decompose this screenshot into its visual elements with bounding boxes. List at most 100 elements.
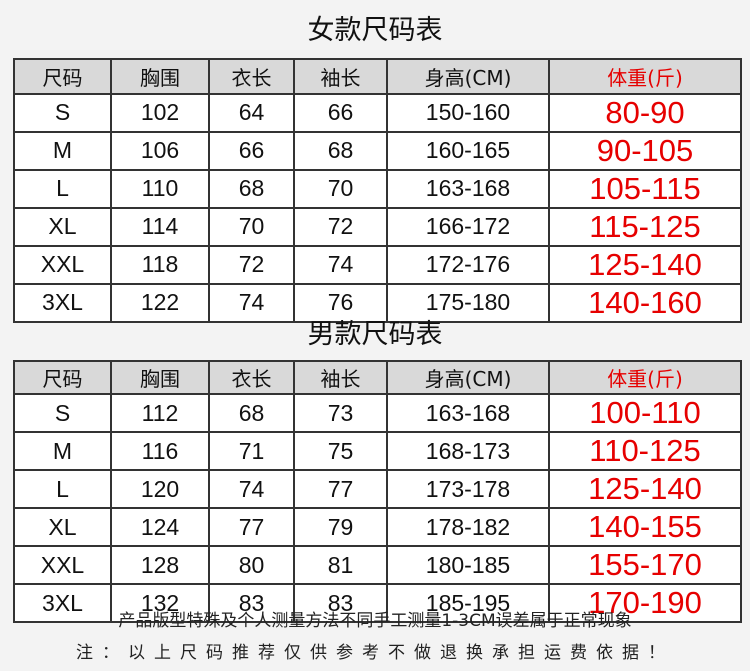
table-cell: 124 [110,507,210,547]
table-cell: 70 [208,206,295,247]
column-header: 袖长 [293,58,388,95]
table-cell: 66 [293,92,388,133]
table-cell: 77 [208,507,295,547]
table-cell: 140-160 [548,282,742,323]
table-cell: L [13,168,112,209]
table-cell: S [13,92,112,133]
table-cell: 79 [293,507,388,547]
table-cell: 128 [110,545,210,585]
table-cell: 83 [293,583,388,623]
column-header: 体重(斤) [548,360,742,395]
table-row: XXL 128 80 81 180-185 155-170 [13,545,742,585]
table-row: 3XL 132 83 83 185-195 170-190 [13,583,742,623]
table-cell: 178-182 [386,507,550,547]
table-cell: XL [13,507,112,547]
column-header: 尺码 [13,360,112,395]
table-cell: 110 [110,168,210,209]
table-row: M 106 66 68 160-165 90-105 [13,130,742,171]
table-cell: 74 [208,282,295,323]
table-cell: 163-168 [386,393,550,433]
table-row: M 116 71 75 168-173 110-125 [13,431,742,471]
table-cell: 100-110 [548,393,742,433]
table-cell: 72 [293,206,388,247]
table-cell: 116 [110,431,210,471]
table-cell: 71 [208,431,295,471]
table-cell: 81 [293,545,388,585]
table-cell: 74 [293,244,388,285]
table-cell: XXL [13,244,112,285]
column-header: 袖长 [293,360,388,395]
disclaimer-note: 注：以上尺码推荐仅供参考不做退换承担运费依据！ [76,643,674,663]
table-row: XXL 118 72 74 172-176 125-140 [13,244,742,285]
table-row: 3XL 122 74 76 175-180 140-160 [13,282,742,323]
measurement-note: 产品版型特殊及个人测量方法不同手工测量1-3CM误差属于正常现象 [118,611,632,631]
table-cell: 170-190 [548,583,742,623]
table-cell: 3XL [13,583,112,623]
table-cell: 70 [293,168,388,209]
women-size-chart-title: 女款尺码表 [307,15,443,46]
table-cell: 90-105 [548,130,742,171]
header-row: 尺码 胸围 衣长 袖长 身高(CM) 体重(斤) [13,360,742,395]
table-cell: 72 [208,244,295,285]
table-cell: 74 [208,469,295,509]
table-cell: L [13,469,112,509]
table-cell: 68 [293,130,388,171]
table-cell: 114 [110,206,210,247]
table-row: S 102 64 66 150-160 80-90 [13,92,742,133]
table-cell: 68 [208,393,295,433]
table-cell: 3XL [13,282,112,323]
table-cell: 125-140 [548,469,742,509]
table-cell: 83 [208,583,295,623]
column-header: 尺码 [13,58,112,95]
table-cell: 175-180 [386,282,550,323]
table-cell: 173-178 [386,469,550,509]
column-header: 身高(CM) [386,58,550,95]
men-size-chart-title: 男款尺码表 [307,319,443,350]
table-cell: 110-125 [548,431,742,471]
table-cell: M [13,130,112,171]
table-row: S 112 68 73 163-168 100-110 [13,393,742,433]
table-cell: 106 [110,130,210,171]
table-cell: 125-140 [548,244,742,285]
table-cell: 64 [208,92,295,133]
table-cell: 76 [293,282,388,323]
table-cell: 105-115 [548,168,742,209]
table-cell: 160-165 [386,130,550,171]
table-row: XL 114 70 72 166-172 115-125 [13,206,742,247]
table-cell: 112 [110,393,210,433]
table-cell: 115-125 [548,206,742,247]
table-cell: 180-185 [386,545,550,585]
table-cell: 140-155 [548,507,742,547]
column-header: 胸围 [110,360,210,395]
table-cell: 118 [110,244,210,285]
table-cell: 73 [293,393,388,433]
table-cell: 166-172 [386,206,550,247]
table-cell: 168-173 [386,431,550,471]
column-header: 衣长 [208,58,295,95]
table-cell: 163-168 [386,168,550,209]
table-cell: 172-176 [386,244,550,285]
column-header: 身高(CM) [386,360,550,395]
table-row: XL 124 77 79 178-182 140-155 [13,507,742,547]
table-cell: 102 [110,92,210,133]
table-row: L 120 74 77 173-178 125-140 [13,469,742,509]
table-cell: 185-195 [386,583,550,623]
table-cell: 66 [208,130,295,171]
table-cell: S [13,393,112,433]
women-size-table: 尺码 胸围 衣长 袖长 身高(CM) 体重(斤) S 102 64 66 150-160 80-90 M… [13,58,742,323]
column-header: 胸围 [110,58,210,95]
table-cell: XXL [13,545,112,585]
table-cell: 68 [208,168,295,209]
table-cell: 150-160 [386,92,550,133]
table-row: L 110 68 70 163-168 105-115 [13,168,742,209]
table-cell: 80 [208,545,295,585]
table-cell: 80-90 [548,92,742,133]
table-cell: 120 [110,469,210,509]
header-row: 尺码 胸围 衣长 袖长 身高(CM) 体重(斤) [13,58,742,95]
table-cell: M [13,431,112,471]
column-header: 衣长 [208,360,295,395]
table-cell: 122 [110,282,210,323]
table-cell: XL [13,206,112,247]
table-cell: 132 [110,583,210,623]
table-cell: 155-170 [548,545,742,585]
